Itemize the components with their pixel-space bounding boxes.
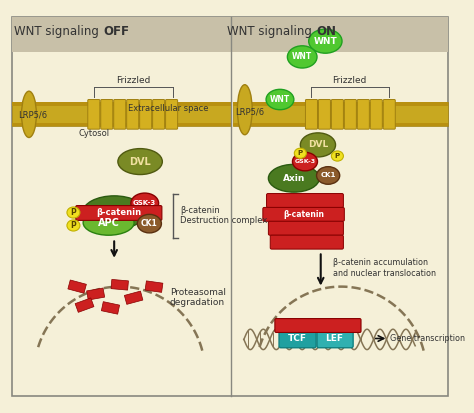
Polygon shape [68, 280, 86, 293]
Text: LEF: LEF [326, 334, 344, 343]
FancyBboxPatch shape [268, 221, 344, 235]
FancyBboxPatch shape [263, 207, 344, 221]
Bar [233, 102, 447, 126]
Polygon shape [101, 301, 119, 314]
Text: CK1: CK1 [141, 219, 158, 228]
Text: Proteasomal
degradation: Proteasomal degradation [170, 288, 226, 307]
FancyBboxPatch shape [319, 100, 330, 129]
Ellipse shape [331, 151, 344, 161]
Ellipse shape [287, 46, 317, 68]
Ellipse shape [137, 214, 162, 233]
FancyBboxPatch shape [88, 100, 100, 129]
FancyBboxPatch shape [76, 206, 162, 221]
Text: β-catenin accumulation
and nuclear translocation: β-catenin accumulation and nuclear trans… [333, 259, 436, 278]
Bar [233, 102, 447, 106]
Polygon shape [124, 291, 143, 304]
Ellipse shape [292, 152, 318, 171]
Text: DVL: DVL [308, 140, 328, 150]
Ellipse shape [131, 193, 159, 214]
Bar [12, 123, 231, 126]
Text: Frizzled: Frizzled [332, 76, 366, 85]
Polygon shape [75, 298, 94, 312]
Ellipse shape [67, 220, 80, 231]
Text: P: P [71, 221, 76, 230]
Text: WNT signaling: WNT signaling [228, 26, 316, 38]
FancyBboxPatch shape [127, 100, 139, 129]
FancyBboxPatch shape [305, 100, 318, 129]
Text: P: P [71, 208, 76, 217]
Text: β-catenin
Destruction complex: β-catenin Destruction complex [180, 206, 267, 225]
Ellipse shape [21, 91, 36, 138]
FancyBboxPatch shape [357, 100, 369, 129]
Text: P: P [298, 150, 303, 156]
Ellipse shape [83, 210, 134, 235]
Ellipse shape [317, 167, 340, 184]
Ellipse shape [237, 85, 252, 135]
FancyBboxPatch shape [317, 329, 353, 348]
Text: TCF: TCF [288, 334, 307, 343]
Text: Gene transcription: Gene transcription [390, 334, 465, 343]
Ellipse shape [266, 89, 294, 110]
FancyBboxPatch shape [270, 235, 344, 249]
Text: WNT: WNT [270, 95, 290, 104]
FancyBboxPatch shape [370, 100, 383, 129]
Text: OFF: OFF [103, 26, 129, 38]
Text: WNT signaling: WNT signaling [14, 26, 103, 38]
Text: WNT: WNT [313, 37, 337, 46]
Text: β-catenin: β-catenin [96, 208, 141, 217]
FancyBboxPatch shape [279, 329, 316, 348]
Ellipse shape [309, 29, 342, 53]
Text: Cytosol: Cytosol [78, 129, 109, 138]
Bar [12, 17, 447, 52]
FancyBboxPatch shape [114, 100, 126, 129]
Polygon shape [145, 281, 163, 292]
Text: GSK-3: GSK-3 [133, 200, 156, 206]
Ellipse shape [82, 196, 146, 229]
Text: CK1: CK1 [320, 173, 336, 178]
Text: Axin: Axin [283, 174, 305, 183]
Ellipse shape [268, 164, 319, 192]
Text: P: P [335, 153, 340, 159]
Text: APC: APC [98, 218, 119, 228]
FancyBboxPatch shape [331, 100, 344, 129]
Text: Axin: Axin [98, 206, 123, 216]
Bar [233, 123, 447, 126]
Polygon shape [111, 280, 128, 290]
FancyBboxPatch shape [383, 100, 395, 129]
FancyBboxPatch shape [153, 100, 164, 129]
Text: β-catenin: β-catenin [283, 210, 324, 219]
FancyBboxPatch shape [140, 100, 152, 129]
Text: DVL: DVL [129, 157, 151, 166]
Ellipse shape [67, 207, 80, 218]
Ellipse shape [301, 133, 336, 157]
Bar [12, 102, 231, 106]
FancyBboxPatch shape [165, 100, 178, 129]
FancyBboxPatch shape [266, 194, 344, 207]
Text: WNT: WNT [292, 52, 312, 62]
Ellipse shape [294, 148, 306, 158]
Text: GSK-3: GSK-3 [294, 159, 316, 164]
FancyBboxPatch shape [275, 318, 361, 332]
FancyBboxPatch shape [344, 100, 356, 129]
Ellipse shape [118, 149, 162, 175]
Text: LRP5/6: LRP5/6 [18, 111, 47, 120]
Text: Frizzled: Frizzled [117, 76, 151, 85]
Text: Extracellular space: Extracellular space [128, 104, 208, 113]
Bar [12, 102, 231, 126]
Text: LRP5/6: LRP5/6 [236, 108, 264, 117]
Text: ON: ON [316, 26, 336, 38]
Polygon shape [87, 288, 105, 300]
FancyBboxPatch shape [101, 100, 113, 129]
